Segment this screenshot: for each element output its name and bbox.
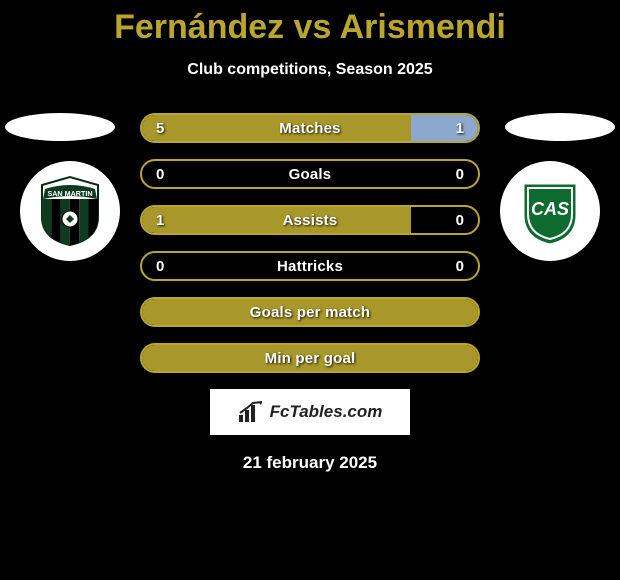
left-player-oval <box>5 113 115 141</box>
stat-label: Goals <box>142 161 478 187</box>
stat-label: Goals per match <box>142 299 478 325</box>
fctables-label: FcTables.com <box>270 402 383 422</box>
date-label: 21 february 2025 <box>0 453 620 473</box>
fctables-watermark: FcTables.com <box>210 389 410 435</box>
page-title: Fernández vs Arismendi <box>0 0 620 47</box>
stats-list: 51Matches 00Goals 10Assists 00Hattricks Goal… <box>140 113 480 373</box>
san-martin-shield-icon: SAN MARTIN <box>39 175 101 247</box>
stat-label: Assists <box>142 207 478 233</box>
subtitle: Club competitions, Season 2025 <box>0 61 620 79</box>
stat-row: Min per goal <box>140 343 480 373</box>
stat-row: Goals per match <box>140 297 480 327</box>
stat-label: Hattricks <box>142 253 478 279</box>
left-badge-text: SAN MARTIN <box>47 189 92 198</box>
right-player-oval <box>505 113 615 141</box>
stat-label: Matches <box>142 115 478 141</box>
fctables-logo-icon <box>238 401 264 423</box>
stat-row: 00Hattricks <box>140 251 480 281</box>
stat-row: 51Matches <box>140 113 480 143</box>
left-club-badge: SAN MARTIN <box>20 161 120 261</box>
comparison-panel: SAN MARTIN CAS 51Matches 00Goals 10Assists… <box>0 113 620 473</box>
stat-label: Min per goal <box>142 345 478 371</box>
stat-row: 00Goals <box>140 159 480 189</box>
right-club-badge: CAS <box>500 161 600 261</box>
stat-row: 10Assists <box>140 205 480 235</box>
right-badge-text: CAS <box>531 199 569 219</box>
cas-shield-icon: CAS <box>519 175 581 247</box>
